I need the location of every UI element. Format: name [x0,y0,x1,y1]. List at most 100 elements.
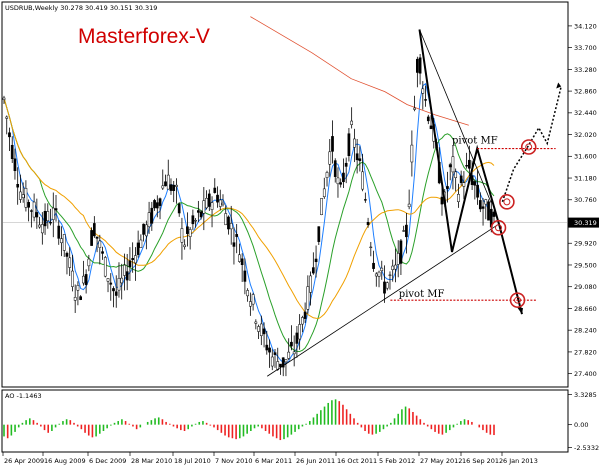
price-tick-label: 31.180 [574,174,597,182]
candle-body [440,196,444,205]
candle-body [306,286,310,310]
candle-body [426,116,430,122]
candle-body [457,194,460,202]
candle-body [484,199,488,205]
x-tick-label: 27 May 2012 [420,457,462,465]
candle-body [394,264,397,270]
candle-body [361,171,364,190]
candle-body [164,181,167,187]
target-circle-inner [494,224,502,232]
candle-body [125,271,129,281]
price-pane-frame [1,1,569,388]
candle-body [309,275,312,293]
candle-body [172,184,176,191]
candle-body [46,211,50,222]
candle-body [410,144,414,163]
current-price-box [568,217,599,228]
price-tick-label: 34.120 [574,22,597,30]
target-circle-inner [503,198,511,206]
candle-body [183,244,187,248]
candle-body [128,260,132,268]
x-tick-label: 16 Oct 2011 [337,457,377,465]
candle-body [73,297,77,301]
target-circle [490,219,507,236]
candle-body [139,239,143,248]
candle-body [339,182,343,185]
candle-body [76,285,80,291]
candle-body [402,230,406,232]
candle-body [336,177,340,185]
resistance-trendline [419,29,492,204]
candle-body [363,199,367,201]
candle-body [413,107,416,110]
candle-body [10,144,14,159]
candle-body [136,242,140,255]
indicator-label: AO -1.1463 [5,392,42,400]
candle-body [451,156,455,173]
candle-body [186,226,189,234]
candle-body [2,97,6,100]
candle-body [49,222,52,224]
price-tick-label: 32.860 [574,88,597,96]
candle-body [114,291,118,296]
candle-body [38,224,41,228]
candle-body [385,282,389,289]
candle-body [246,290,249,297]
candle-body [311,267,315,274]
target-circle-inner [525,143,533,151]
price-tick-label: 32.440 [574,109,597,117]
price-tick-label: 27.820 [574,348,597,356]
candle-body [322,188,326,198]
candle-body [169,184,173,191]
candle-body [79,296,82,300]
candle-body [19,191,22,200]
candle-body [295,332,299,344]
candle-body [396,253,400,265]
candle-body [369,246,373,249]
candle-body [8,132,11,138]
candle-body [424,99,427,101]
candle-body [331,136,334,152]
candle-body [180,228,184,243]
candle-body [95,236,99,239]
candle-body [303,311,307,319]
candle-body [191,215,195,225]
candle-body [229,223,233,230]
ao-tick-label: -2.5332 [574,444,599,452]
candle-body [281,357,285,368]
candle-body [27,202,30,208]
projected-up-path [501,86,562,203]
candle-body [40,224,44,234]
candle-body [216,194,219,203]
candle-body [90,230,93,246]
candle-body [235,234,239,237]
candle-body [232,242,236,247]
candle-body [405,224,408,238]
price-tick-label: 30.760 [574,196,597,204]
candle-body [290,341,293,347]
candle-body [470,175,474,185]
price-tick-label: 32.020 [574,131,597,139]
down-arrow-head [517,307,523,315]
target-circle [520,139,537,155]
candle-body [273,352,277,355]
target-circle-inner [514,296,522,304]
candle-body [257,326,260,332]
candle-body [347,133,351,157]
candle-body [207,193,211,207]
candle-body [142,223,145,235]
candle-body [298,324,301,340]
candle-body [476,184,479,198]
candle-body [131,258,135,260]
candle-body [270,356,274,367]
candle-body [265,344,269,351]
ma-slow-line [3,97,495,320]
candle-body [210,202,214,210]
price-tick-label: 29.920 [574,240,597,248]
price-tick-label: 31.600 [574,153,597,161]
candle-body [112,288,115,292]
candle-body [21,194,25,198]
candle-body [144,224,148,237]
x-tick-label: 6 Mar 2011 [255,457,292,465]
